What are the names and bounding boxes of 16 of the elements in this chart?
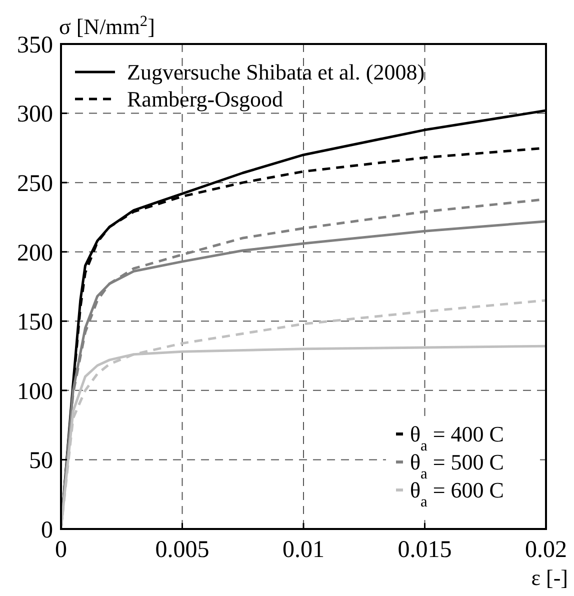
y-tick-label: 350 — [17, 32, 53, 58]
y-tick-label: 0 — [41, 517, 53, 544]
y-tick-label: 150 — [17, 310, 53, 336]
y-tick-label: 200 — [17, 240, 53, 266]
y-tick-label: 250 — [17, 170, 53, 197]
x-tick-label: 0.015 — [398, 537, 452, 563]
x-axis-title: ε [-] — [531, 565, 568, 590]
legend-label: Zugversuche Shibata et al. (2008) — [127, 60, 425, 85]
legend-label: Ramberg-Osgood — [127, 86, 284, 112]
x-tick-label: 0.02 — [525, 537, 567, 563]
y-tick-label: 300 — [17, 102, 53, 128]
y-tick-label: 100 — [17, 378, 53, 405]
x-tick-label: 0.005 — [155, 537, 210, 563]
y-axis-title: σ [N/mm$^{2}$] — [59, 12, 155, 39]
y-tick-label: 50 — [29, 448, 53, 474]
x-tick-label: 0.01 — [282, 537, 324, 563]
